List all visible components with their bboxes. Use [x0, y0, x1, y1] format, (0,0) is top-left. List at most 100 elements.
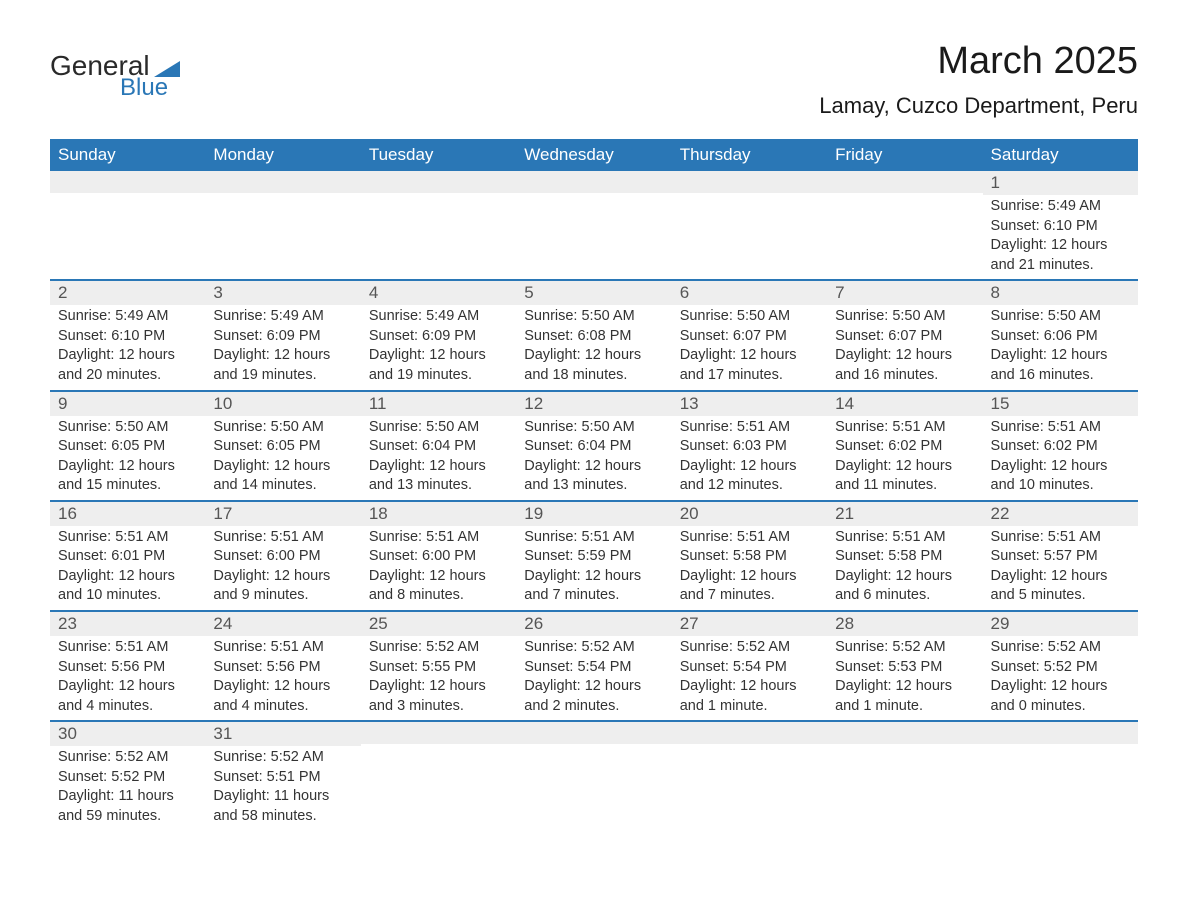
day-cell	[205, 171, 360, 280]
daylight-text-line2: and 3 minutes.	[369, 697, 508, 717]
logo: General Blue	[50, 40, 180, 102]
day-cell: 25Sunrise: 5:52 AMSunset: 5:55 PMDayligh…	[361, 611, 516, 721]
empty-day-number	[827, 722, 982, 744]
sunset-text: Sunset: 5:56 PM	[213, 658, 352, 678]
page-header: General Blue March 2025 Lamay, Cuzco Dep…	[50, 40, 1138, 119]
week-row: 30Sunrise: 5:52 AMSunset: 5:52 PMDayligh…	[50, 721, 1138, 830]
day-cell: 27Sunrise: 5:52 AMSunset: 5:54 PMDayligh…	[672, 611, 827, 721]
sunrise-text: Sunrise: 5:50 AM	[58, 418, 197, 438]
week-row: 9Sunrise: 5:50 AMSunset: 6:05 PMDaylight…	[50, 391, 1138, 501]
empty-day-content	[50, 193, 205, 277]
day-content: Sunrise: 5:52 AMSunset: 5:55 PMDaylight:…	[361, 636, 516, 720]
day-content: Sunrise: 5:51 AMSunset: 6:01 PMDaylight:…	[50, 526, 205, 610]
daylight-text-line2: and 12 minutes.	[680, 476, 819, 496]
day-cell	[983, 721, 1138, 830]
daylight-text-line2: and 1 minute.	[835, 697, 974, 717]
daylight-text-line1: Daylight: 12 hours	[524, 567, 663, 587]
sunrise-text: Sunrise: 5:51 AM	[991, 418, 1130, 438]
day-content: Sunrise: 5:50 AMSunset: 6:05 PMDaylight:…	[205, 416, 360, 500]
daylight-text-line1: Daylight: 12 hours	[991, 567, 1130, 587]
weekday-header: Friday	[827, 139, 982, 171]
day-content: Sunrise: 5:51 AMSunset: 6:00 PMDaylight:…	[361, 526, 516, 610]
day-cell: 3Sunrise: 5:49 AMSunset: 6:09 PMDaylight…	[205, 280, 360, 390]
day-cell	[827, 171, 982, 280]
sunrise-text: Sunrise: 5:51 AM	[58, 638, 197, 658]
day-number: 11	[361, 392, 516, 416]
sunset-text: Sunset: 5:52 PM	[991, 658, 1130, 678]
sunset-text: Sunset: 6:09 PM	[369, 327, 508, 347]
sunrise-text: Sunrise: 5:50 AM	[835, 307, 974, 327]
sunrise-text: Sunrise: 5:50 AM	[213, 418, 352, 438]
day-cell	[361, 171, 516, 280]
sunset-text: Sunset: 6:10 PM	[991, 217, 1130, 237]
day-cell	[827, 721, 982, 830]
sunset-text: Sunset: 5:58 PM	[680, 547, 819, 567]
sunrise-text: Sunrise: 5:50 AM	[524, 307, 663, 327]
day-content: Sunrise: 5:52 AMSunset: 5:52 PMDaylight:…	[50, 746, 205, 830]
daylight-text-line2: and 18 minutes.	[524, 366, 663, 386]
daylight-text-line1: Daylight: 12 hours	[680, 346, 819, 366]
day-cell: 24Sunrise: 5:51 AMSunset: 5:56 PMDayligh…	[205, 611, 360, 721]
day-content: Sunrise: 5:51 AMSunset: 6:02 PMDaylight:…	[827, 416, 982, 500]
daylight-text-line1: Daylight: 12 hours	[58, 457, 197, 477]
sunrise-text: Sunrise: 5:52 AM	[680, 638, 819, 658]
sunrise-text: Sunrise: 5:50 AM	[991, 307, 1130, 327]
day-cell	[672, 721, 827, 830]
daylight-text-line1: Daylight: 12 hours	[58, 677, 197, 697]
daylight-text-line1: Daylight: 12 hours	[58, 346, 197, 366]
weekday-header: Sunday	[50, 139, 205, 171]
sunrise-text: Sunrise: 5:51 AM	[835, 418, 974, 438]
sunset-text: Sunset: 5:55 PM	[369, 658, 508, 678]
day-number: 1	[983, 171, 1138, 195]
sunrise-text: Sunrise: 5:51 AM	[680, 528, 819, 548]
day-content: Sunrise: 5:50 AMSunset: 6:07 PMDaylight:…	[672, 305, 827, 389]
day-cell: 14Sunrise: 5:51 AMSunset: 6:02 PMDayligh…	[827, 391, 982, 501]
daylight-text-line1: Daylight: 12 hours	[680, 567, 819, 587]
day-content: Sunrise: 5:52 AMSunset: 5:54 PMDaylight:…	[516, 636, 671, 720]
daylight-text-line1: Daylight: 12 hours	[680, 457, 819, 477]
sunrise-text: Sunrise: 5:49 AM	[213, 307, 352, 327]
day-content: Sunrise: 5:51 AMSunset: 5:56 PMDaylight:…	[205, 636, 360, 720]
day-content: Sunrise: 5:52 AMSunset: 5:51 PMDaylight:…	[205, 746, 360, 830]
day-content: Sunrise: 5:50 AMSunset: 6:06 PMDaylight:…	[983, 305, 1138, 389]
day-cell	[361, 721, 516, 830]
sunset-text: Sunset: 6:04 PM	[369, 437, 508, 457]
day-cell: 9Sunrise: 5:50 AMSunset: 6:05 PMDaylight…	[50, 391, 205, 501]
daylight-text-line2: and 4 minutes.	[213, 697, 352, 717]
day-content: Sunrise: 5:50 AMSunset: 6:04 PMDaylight:…	[516, 416, 671, 500]
day-content: Sunrise: 5:49 AMSunset: 6:09 PMDaylight:…	[205, 305, 360, 389]
day-cell: 1Sunrise: 5:49 AMSunset: 6:10 PMDaylight…	[983, 171, 1138, 280]
daylight-text-line1: Daylight: 12 hours	[524, 346, 663, 366]
daylight-text-line2: and 4 minutes.	[58, 697, 197, 717]
sunset-text: Sunset: 6:05 PM	[58, 437, 197, 457]
daylight-text-line2: and 17 minutes.	[680, 366, 819, 386]
daylight-text-line1: Daylight: 12 hours	[835, 567, 974, 587]
daylight-text-line1: Daylight: 12 hours	[369, 567, 508, 587]
day-content: Sunrise: 5:49 AMSunset: 6:10 PMDaylight:…	[983, 195, 1138, 279]
daylight-text-line1: Daylight: 12 hours	[991, 346, 1130, 366]
daylight-text-line2: and 15 minutes.	[58, 476, 197, 496]
day-number: 26	[516, 612, 671, 636]
sunrise-text: Sunrise: 5:49 AM	[58, 307, 197, 327]
day-number: 30	[50, 722, 205, 746]
daylight-text-line2: and 10 minutes.	[58, 586, 197, 606]
week-row: 1Sunrise: 5:49 AMSunset: 6:10 PMDaylight…	[50, 171, 1138, 280]
day-number: 10	[205, 392, 360, 416]
sunrise-text: Sunrise: 5:51 AM	[213, 528, 352, 548]
daylight-text-line1: Daylight: 12 hours	[835, 346, 974, 366]
day-cell: 28Sunrise: 5:52 AMSunset: 5:53 PMDayligh…	[827, 611, 982, 721]
day-number: 25	[361, 612, 516, 636]
sunset-text: Sunset: 6:01 PM	[58, 547, 197, 567]
sunrise-text: Sunrise: 5:50 AM	[680, 307, 819, 327]
day-content: Sunrise: 5:51 AMSunset: 5:56 PMDaylight:…	[50, 636, 205, 720]
sunrise-text: Sunrise: 5:51 AM	[369, 528, 508, 548]
day-cell: 29Sunrise: 5:52 AMSunset: 5:52 PMDayligh…	[983, 611, 1138, 721]
weekday-header-row: Sunday Monday Tuesday Wednesday Thursday…	[50, 139, 1138, 171]
day-number: 9	[50, 392, 205, 416]
empty-day-number	[672, 722, 827, 744]
daylight-text-line1: Daylight: 12 hours	[524, 457, 663, 477]
empty-day-number	[361, 171, 516, 193]
day-cell: 6Sunrise: 5:50 AMSunset: 6:07 PMDaylight…	[672, 280, 827, 390]
daylight-text-line1: Daylight: 12 hours	[835, 677, 974, 697]
day-number: 21	[827, 502, 982, 526]
